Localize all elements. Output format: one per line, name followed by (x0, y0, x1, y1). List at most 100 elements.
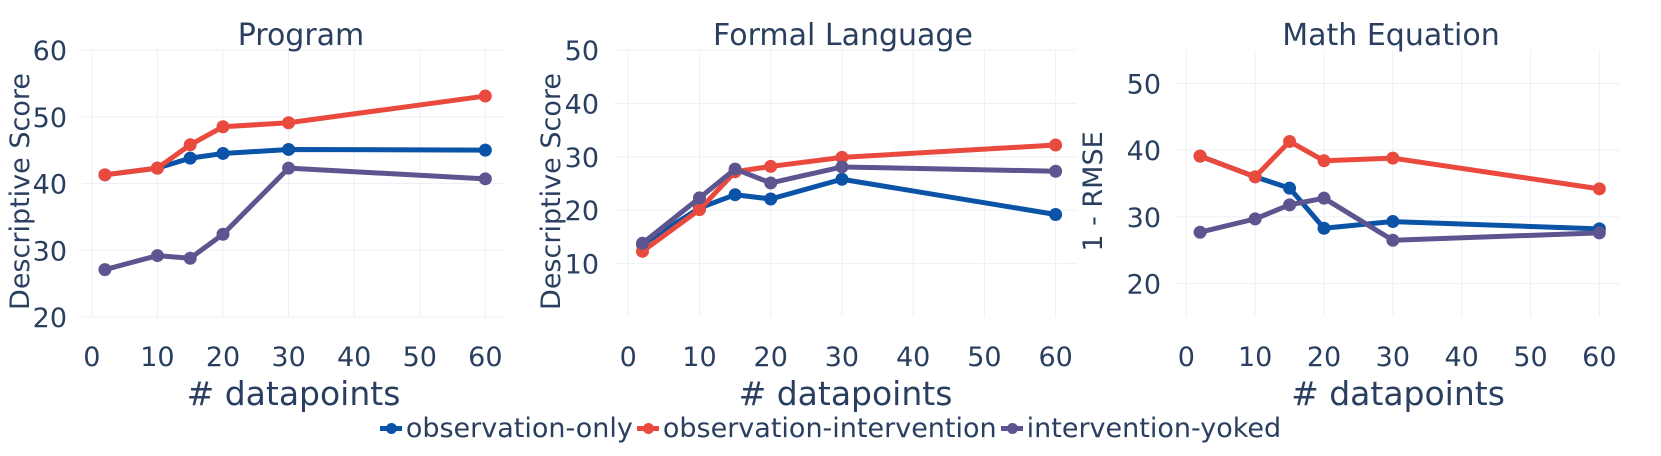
x-tick-label: 0 (83, 342, 100, 373)
data-point-intervention-yoked (150, 249, 164, 263)
y-tick-label: 60 (33, 36, 67, 67)
x-tick-label: 40 (896, 342, 930, 373)
series-line-observation-intervention (639, 142, 1059, 254)
x-tick-label: 10 (140, 342, 174, 373)
x-tick-label: 60 (1038, 342, 1072, 373)
x-tick-label: 60 (1582, 342, 1616, 373)
y-tick-label: 50 (1127, 69, 1161, 100)
panel-math-equation: 0 10 20 30 40 50 60 20 30 40 50 Math Equation # data… (1078, 18, 1620, 413)
data-point-observation-intervention (1283, 134, 1297, 148)
data-point-observation-only (282, 142, 296, 156)
x-tick-label: 20 (1307, 342, 1341, 373)
data-point-observation-only (728, 188, 742, 202)
x-tick-label: 0 (620, 342, 637, 373)
series-line-observation-intervention (102, 93, 488, 178)
data-point-intervention-yoked (1317, 191, 1331, 205)
y-tick-label: 30 (565, 143, 599, 174)
data-point-observation-only (1386, 215, 1400, 229)
data-point-observation-intervention (98, 168, 112, 182)
data-point-intervention-yoked (216, 227, 230, 241)
legend-item-intervention-yoked[interactable]: intervention-yoked (1000, 412, 1282, 444)
legend-label-observation-intervention: observation-intervention (662, 412, 997, 444)
y-tick-label: 50 (33, 103, 67, 134)
data-point-intervention-yoked (1283, 198, 1297, 212)
x-axis-label: # datapoints (1291, 374, 1505, 413)
data-point-observation-only (183, 151, 197, 165)
y-tick-label: 30 (33, 236, 67, 267)
panel-title: Program (238, 18, 365, 53)
data-point-intervention-yoked (835, 160, 849, 174)
data-point-intervention-yoked (764, 176, 778, 190)
data-point-observation-intervention (692, 203, 706, 217)
data-point-observation-only (1317, 221, 1331, 235)
x-tick-label: 10 (1238, 342, 1272, 373)
legend-dot-observation-intervention (642, 423, 654, 434)
x-tick-label: 30 (825, 342, 859, 373)
x-tick-label: 10 (682, 342, 716, 373)
panel-title: Math Equation (1282, 18, 1499, 53)
x-tick-label: 20 (206, 342, 240, 373)
series-line-intervention-yoked (639, 164, 1059, 246)
data-point-intervention-yoked (1248, 212, 1262, 226)
legend-dot-observation-only (385, 423, 397, 434)
y-axis-label: Descriptive Score (536, 73, 567, 310)
data-point-observation-intervention (764, 159, 778, 173)
data-point-observation-intervention (478, 89, 492, 103)
panel-formal-language: 0 10 20 30 40 50 60 10 20 30 40 50 Formal Language # … (536, 18, 1077, 413)
x-tick-label: 30 (1376, 342, 1410, 373)
legend-item-observation-only[interactable]: observation-only (379, 412, 633, 444)
y-tick-label: 20 (565, 196, 599, 227)
x-tick-label: 20 (754, 342, 788, 373)
y-tick-label: 20 (33, 303, 67, 334)
legend-label-observation-only: observation-only (405, 412, 633, 444)
y-tick-label: 40 (33, 170, 67, 201)
series-line-observation-intervention (1197, 138, 1602, 192)
y-tick-label: 50 (565, 36, 599, 67)
x-axis-label: # datapoints (187, 374, 401, 413)
data-point-observation-intervention (1049, 138, 1063, 152)
data-point-observation-intervention (1248, 170, 1262, 184)
x-tick-label: 50 (967, 342, 1001, 373)
data-point-observation-only (835, 172, 849, 186)
data-point-observation-intervention (1193, 149, 1207, 163)
y-tick-label: 40 (565, 89, 599, 120)
data-point-observation-intervention (1317, 154, 1331, 168)
legend-item-observation-intervention[interactable]: observation-intervention (636, 412, 997, 444)
data-point-observation-intervention (835, 150, 849, 164)
x-tick-label: 40 (337, 342, 371, 373)
data-point-observation-only (1049, 207, 1063, 221)
x-axis-label: # datapoints (739, 374, 953, 413)
x-tick-label: 50 (403, 342, 437, 373)
x-tick-label: 0 (1178, 342, 1195, 373)
legend: observation-only observation-interventio… (0, 411, 1661, 445)
y-axis-label: Descriptive Score (5, 73, 36, 310)
data-point-intervention-yoked (1592, 226, 1606, 240)
data-point-intervention-yoked (478, 172, 492, 186)
y-tick-label: 20 (1127, 270, 1161, 301)
data-point-intervention-yoked (635, 236, 649, 250)
legend-swatch-observation-only (379, 417, 402, 439)
data-point-intervention-yoked (98, 263, 112, 277)
panel-program: 0 10 20 30 40 50 60 20 30 40 50 60 Program # datapoin… (5, 18, 505, 413)
data-point-observation-only (216, 146, 230, 160)
panel-title: Formal Language (713, 18, 973, 53)
series-line-intervention-yoked (1197, 195, 1602, 243)
x-tick-label: 30 (271, 342, 305, 373)
x-tick-label: 40 (1444, 342, 1478, 373)
legend-label-intervention-yoked: intervention-yoked (1026, 412, 1282, 444)
data-point-intervention-yoked (692, 191, 706, 205)
data-point-observation-only (478, 143, 492, 157)
data-point-observation-intervention (150, 161, 164, 175)
data-point-observation-intervention (183, 138, 197, 152)
data-point-observation-only (764, 192, 778, 206)
data-point-observation-only (1283, 181, 1297, 195)
y-tick-label: 10 (565, 250, 599, 281)
data-point-observation-intervention (1592, 182, 1606, 196)
data-point-observation-intervention (282, 116, 296, 130)
data-point-observation-intervention (216, 120, 230, 134)
legend-swatch-observation-intervention (636, 417, 659, 439)
series-line-intervention-yoked (102, 165, 488, 273)
data-point-intervention-yoked (1386, 233, 1400, 247)
data-point-intervention-yoked (1049, 164, 1063, 178)
